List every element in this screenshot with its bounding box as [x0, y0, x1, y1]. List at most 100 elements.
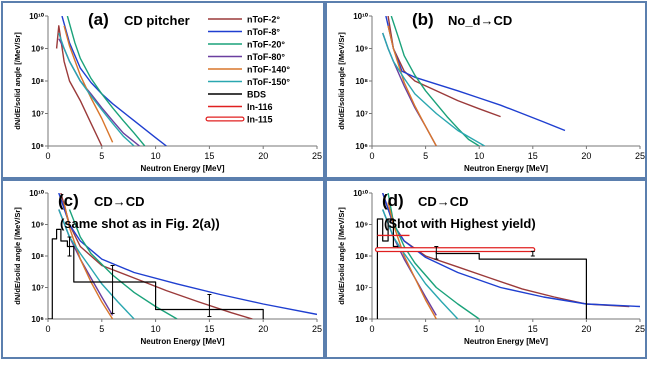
- series-line: [61, 16, 167, 146]
- legend-label: In-116: [247, 102, 273, 112]
- panel-label: (b): [412, 10, 434, 29]
- legend-label: nToF-20°: [247, 40, 285, 50]
- x-tick-label: 5: [99, 151, 104, 161]
- y-tick-label: 10⁶: [355, 315, 368, 324]
- panel-frame: [1, 1, 325, 179]
- y-tick-label: 10⁸: [355, 252, 368, 261]
- legend-label: nToF-150°: [247, 77, 290, 87]
- panel-title: CD→CD: [418, 194, 469, 209]
- x-tick-label: 0: [45, 324, 50, 334]
- series-line: [55, 25, 103, 146]
- series-line: [387, 16, 501, 118]
- x-tick-label: 20: [581, 151, 591, 161]
- x-tick-label: 20: [258, 324, 268, 334]
- x-tick-label: 20: [258, 151, 268, 161]
- y-tick-label: 10⁹: [355, 45, 368, 54]
- x-tick-label: 15: [528, 151, 538, 161]
- legend-label: nToF-80°: [247, 52, 285, 62]
- legend-label: BDS: [247, 90, 266, 100]
- panel-title: CD pitcher: [124, 13, 190, 28]
- x-tick-label: 25: [312, 324, 322, 334]
- x-tick-label: 15: [204, 151, 214, 161]
- x-tick-label: 5: [423, 151, 428, 161]
- series-group: [48, 193, 317, 319]
- chart-panel: 10⁶ 10⁷ 10⁸ 10⁹ 10¹⁰ 0 5 10 15 20 25 Neutron Energy…: [13, 10, 322, 173]
- panel-subtitle: (same shot as in Fig. 2(a)): [60, 216, 220, 231]
- series-line: [382, 32, 437, 146]
- x-tick-label: 15: [204, 324, 214, 334]
- x-tick-label: 25: [635, 151, 645, 161]
- x-tick-label: 10: [151, 151, 161, 161]
- y-tick-label: 10⁸: [31, 252, 44, 261]
- panel-frame: [1, 179, 325, 359]
- y-tick-label: 10⁷: [32, 284, 44, 293]
- x-tick-label: 15: [528, 324, 538, 334]
- series-line: [387, 25, 437, 146]
- y-tick-label: 10¹⁰: [29, 12, 45, 21]
- panel-label: (a): [88, 10, 109, 29]
- series-line: [376, 218, 587, 319]
- y-tick-label: 10¹⁰: [353, 12, 369, 21]
- x-tick-label: 20: [581, 324, 591, 334]
- series-line: [58, 32, 135, 146]
- legend-label: In-115: [247, 115, 273, 125]
- y-tick-label: 10⁹: [355, 221, 368, 230]
- x-tick-label: 25: [635, 324, 645, 334]
- y-tick-label: 10⁷: [356, 110, 368, 119]
- panel-label: (d): [382, 191, 404, 210]
- series-line: [60, 193, 253, 319]
- panel-title: CD→CD: [94, 194, 145, 209]
- y-tick-label: 10⁸: [31, 77, 44, 86]
- series-group: [55, 16, 167, 146]
- x-axis-label: Neutron Energy [MeV]: [140, 337, 224, 346]
- x-tick-label: 5: [423, 324, 428, 334]
- legend-label: nToF-2°: [247, 15, 280, 25]
- x-axis-label: Neutron Energy [MeV]: [464, 164, 548, 173]
- panel-label: (c): [58, 191, 79, 210]
- series-line: [385, 16, 566, 132]
- x-tick-label: 10: [474, 151, 484, 161]
- x-tick-label: 5: [99, 324, 104, 334]
- y-tick-label: 10¹⁰: [353, 189, 369, 198]
- series-line: [387, 202, 437, 319]
- y-tick-label: 10⁶: [31, 315, 44, 324]
- y-tick-label: 10⁶: [31, 142, 44, 151]
- x-tick-label: 10: [151, 324, 161, 334]
- series-line: [390, 16, 480, 146]
- series-line: [63, 25, 114, 143]
- panel-title: No_d→CD: [448, 13, 512, 28]
- series-line: [387, 193, 480, 319]
- series-line: [382, 32, 485, 146]
- y-tick-label: 10¹⁰: [29, 189, 45, 198]
- panel-subtitle: (Shot with Highest yield): [384, 216, 536, 231]
- series-line: [63, 202, 114, 319]
- y-axis-label: dN/dE/solid angle [/MeV/Sr]: [13, 32, 22, 130]
- y-tick-label: 10⁸: [355, 77, 368, 86]
- x-tick-label: 0: [369, 151, 374, 161]
- y-axis-label: dN/dE/solid angle [/MeV/Sr]: [337, 207, 346, 305]
- legend-label: nToF-8°: [247, 27, 280, 37]
- y-axis-label: dN/dE/solid angle [/MeV/Sr]: [337, 32, 346, 130]
- series-line: [66, 16, 146, 146]
- x-tick-label: 25: [312, 151, 322, 161]
- chart-panel: 10⁶ 10⁷ 10⁸ 10⁹ 10¹⁰ 0 5 10 15 20 25 Neutron Energy…: [337, 10, 645, 173]
- chart-panel: 10⁶ 10⁷ 10⁸ 10⁹ 10¹⁰ 0 5 10 15 20 25 Neutron Energy…: [337, 189, 645, 346]
- x-axis-label: Neutron Energy [MeV]: [140, 164, 224, 173]
- series-line: [58, 38, 140, 146]
- x-tick-label: 0: [369, 324, 374, 334]
- series-group: [382, 16, 566, 146]
- y-tick-label: 10⁹: [31, 45, 44, 54]
- series-line: [58, 193, 317, 316]
- panel-frame: [325, 179, 647, 359]
- chart-panel: 10⁶ 10⁷ 10⁸ 10⁹ 10¹⁰ 0 5 10 15 20 25 Neutron Energy…: [13, 189, 322, 346]
- y-axis-label: dN/dE/solid angle [/MeV/Sr]: [13, 207, 22, 305]
- legend: nToF-2° nToF-8° nToF-20° nToF-80° nToF-140° n…: [205, 15, 290, 125]
- x-axis-label: Neutron Energy [MeV]: [464, 337, 548, 346]
- y-tick-label: 10⁷: [356, 284, 368, 293]
- x-tick-label: 10: [474, 324, 484, 334]
- y-tick-label: 10⁷: [32, 110, 44, 119]
- panel-frame: [325, 1, 647, 179]
- series-group: [374, 193, 640, 319]
